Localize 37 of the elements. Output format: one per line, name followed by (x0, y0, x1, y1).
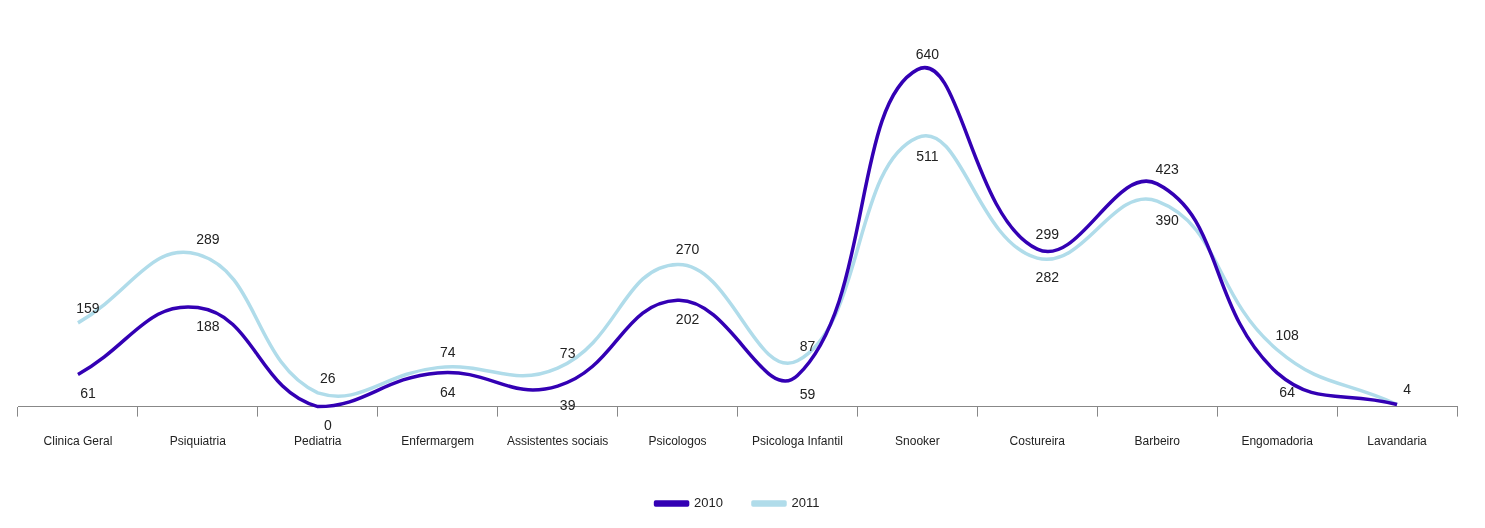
x-tick-label: Snooker (895, 434, 940, 449)
data-label: 64 (1279, 383, 1296, 400)
data-label: 26 (320, 369, 336, 386)
x-tick-label: Enfermargem (401, 434, 475, 449)
data-label: 299 (1035, 226, 1060, 243)
x-tick-label: Pediatria (294, 434, 342, 449)
legend-label: 2011 (791, 495, 820, 511)
x-tick-label: Psicologa Infantil (752, 434, 843, 449)
data-label: 202 (675, 311, 700, 328)
data-label: 188 (196, 318, 220, 335)
data-label: 39 (559, 396, 576, 413)
data-label: 73 (559, 345, 576, 362)
data-label: 64 (439, 383, 456, 400)
x-tick-label: Barbeiro (1134, 434, 1181, 449)
x-tick-label: Psicologos (648, 434, 707, 449)
data-label: 0 (323, 417, 332, 434)
x-tick-label: Assistentes sociais (506, 434, 609, 449)
data-label: 59 (799, 386, 816, 403)
x-tick-label: Costureira (1009, 434, 1066, 449)
data-label: 74 (439, 344, 456, 361)
x-tick-label: Psiquiatria (169, 434, 227, 449)
data-label: 282 (1035, 268, 1060, 285)
data-label: 159 (76, 299, 100, 316)
data-label: 108 (1275, 326, 1300, 343)
data-label: 511 (916, 148, 939, 165)
data-label: 270 (675, 241, 700, 258)
legend-label: 2010 (694, 495, 723, 511)
data-label: 87 (799, 337, 816, 354)
x-tick-label: Clinica Geral (43, 434, 113, 449)
data-label: 390 (1155, 212, 1180, 229)
data-label: 640 (915, 46, 940, 63)
data-label: 423 (1155, 160, 1180, 177)
data-label: 61 (80, 385, 96, 402)
data-label: 4 (1403, 381, 1412, 398)
x-tick-label: Engomadoria (1241, 434, 1314, 449)
data-label: 289 (196, 231, 220, 248)
x-tick-label: Lavandaria (1367, 434, 1428, 449)
